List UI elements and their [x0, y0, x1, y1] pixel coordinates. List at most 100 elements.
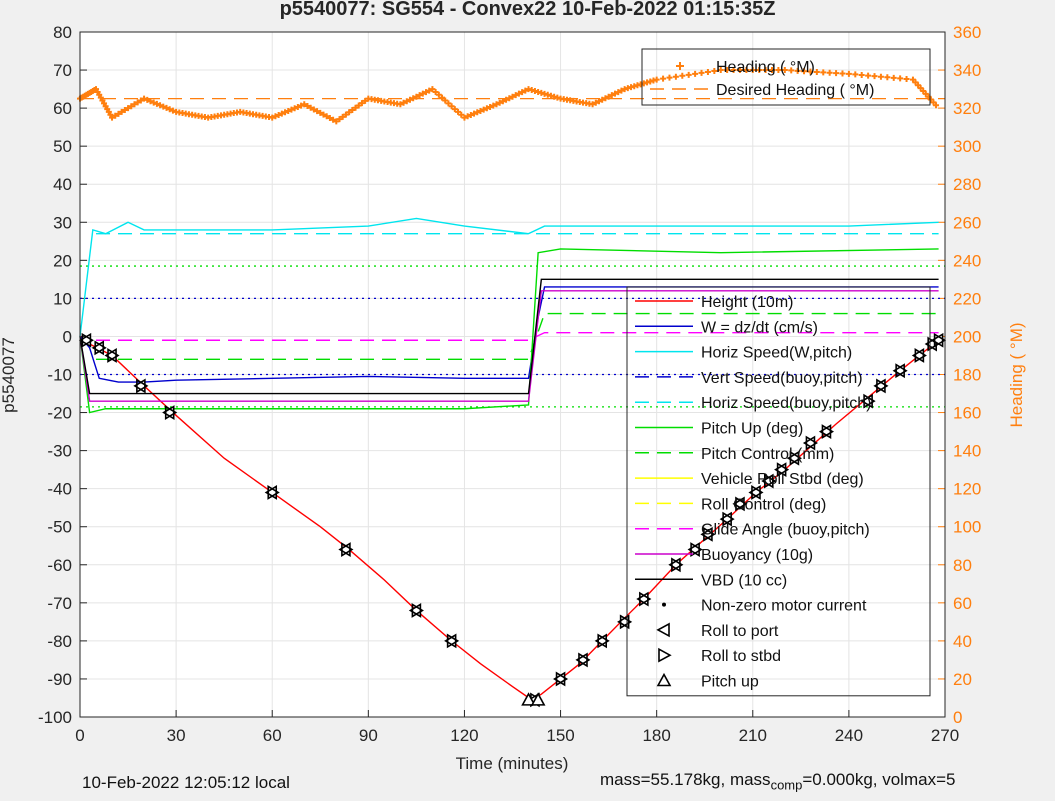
heading-point [496, 99, 503, 106]
series-group [77, 67, 945, 701]
heading-point [596, 98, 602, 105]
heading-point [362, 97, 369, 104]
heading-point [477, 107, 484, 114]
heading-point [131, 101, 138, 108]
heading-point [406, 96, 413, 103]
footer-local-time: 10-Feb-2022 12:05:12 local [82, 773, 290, 792]
ytick-right-label-3: 60 [953, 594, 972, 613]
x-axis-ticks: 0 30 60 90 120 150 180 210 240 270 [75, 710, 959, 745]
heading-point [467, 111, 474, 118]
legend-main-label-5: Pitch Up (deg) [701, 421, 803, 438]
heading-point [336, 116, 343, 123]
heading-point [781, 67, 788, 74]
legend-main-label-3: Vert Speed(buoy,pitch) [701, 370, 863, 387]
legend-heading: Heading ( °M) Desired Heading ( °M) [641, 48, 931, 106]
roll-stbd-marker-22 [776, 462, 790, 478]
legend-main-label-2: Horiz Speed(W,pitch) [701, 345, 852, 362]
heading-point [278, 110, 285, 117]
roll-stbd-marker-24 [805, 435, 818, 451]
roll-stbd-marker-16 [690, 542, 703, 557]
heading-point [320, 111, 327, 118]
heading-point [483, 105, 490, 112]
heading-point [743, 67, 750, 74]
heading-point [128, 103, 135, 110]
footer-mass-sub: comp [770, 777, 803, 793]
heading-point [410, 95, 417, 102]
legend-main-label-4: Horiz Speed(buoy,pitch) [701, 395, 871, 412]
xtick-label-0: 0 [75, 726, 84, 745]
right-axis-ticks: 0 20 40 60 80 100 120 140 160 180 200 220 240 260 280 3… [938, 23, 981, 727]
heading-point [666, 74, 673, 81]
roll-stbd-marker-11 [578, 652, 591, 668]
legend-main-box [626, 286, 931, 697]
legend-main-swatch-14 [658, 647, 672, 663]
heading-point [480, 106, 487, 113]
heading-point [397, 101, 404, 108]
ytick-left-label-13: 30 [53, 213, 72, 232]
roll-stbd-marker-1 [94, 340, 107, 356]
heading-point [134, 99, 141, 106]
heading-point [352, 104, 359, 111]
series-vbd [79, 278, 939, 395]
ytick-right-label-11: 220 [953, 289, 981, 308]
roll-stbd-marker-0 [81, 332, 94, 348]
heading-point [160, 103, 167, 110]
heading-point [432, 88, 439, 95]
right-axis-label: Heading ( °M) [1007, 322, 1026, 427]
ytick-right-label-18: 360 [953, 23, 981, 42]
heading-point [698, 69, 705, 76]
heading-point [730, 67, 737, 74]
heading-point [679, 72, 686, 79]
roll-stbd-marker-10 [555, 671, 569, 687]
legend-heading-label-1: Desired Heading ( °M) [716, 82, 874, 99]
heading-point [813, 68, 820, 75]
xtick-label-3: 90 [359, 726, 378, 745]
heading-point [317, 109, 324, 116]
ytick-right-label-8: 160 [953, 404, 981, 423]
legend-heading-box [641, 48, 931, 106]
roll-stbd-marker-25 [821, 424, 835, 439]
roll-stbd-marker-13 [619, 614, 633, 630]
legend-main-swatch-12 [662, 602, 666, 607]
ytick-left-label-5: -50 [47, 518, 72, 537]
pitch-up-marker-0 [521, 692, 536, 706]
heading-point [903, 75, 910, 82]
heading-point [109, 114, 116, 121]
heading-point [522, 87, 529, 94]
ytick-left-label-16: 60 [53, 99, 72, 118]
ytick-right-label-7: 140 [953, 442, 981, 461]
series-pitch [79, 248, 939, 414]
heading-point [310, 106, 317, 113]
ytick-left-label-14: 40 [53, 175, 72, 194]
roll-stbd-marker-6 [341, 542, 354, 557]
xtick-label-5: 150 [546, 726, 574, 745]
heading-point [304, 103, 311, 110]
ytick-right-label-12: 240 [953, 251, 981, 270]
heading-point [490, 102, 497, 109]
ytick-right-label-5: 100 [953, 518, 981, 537]
heading-point [455, 108, 462, 115]
heading-point [435, 91, 442, 98]
roll-stbd-marker-28 [895, 363, 908, 379]
xtick-label-2: 60 [263, 726, 282, 745]
heading-point [285, 107, 292, 114]
heading-point [118, 108, 125, 115]
ytick-left-label-4: -60 [47, 556, 72, 575]
roll-stbd-marker-23 [789, 450, 802, 466]
heading-point [660, 75, 667, 82]
heading-point [865, 72, 872, 79]
heading-point [141, 95, 148, 102]
heading-point [717, 67, 724, 74]
roll-stbd-marker-19 [735, 496, 748, 512]
heading-point [115, 110, 122, 117]
heading-point [756, 67, 763, 74]
heading-point [298, 102, 305, 109]
heading-point [833, 70, 840, 77]
heading-point [339, 113, 346, 120]
heading-point [884, 74, 891, 81]
heading-point [458, 111, 465, 118]
heading-point [826, 69, 833, 76]
chart-title: p5540077: SG554 - Convex22 10-Feb-2022 0… [279, 0, 776, 20]
heading-point [845, 70, 852, 77]
